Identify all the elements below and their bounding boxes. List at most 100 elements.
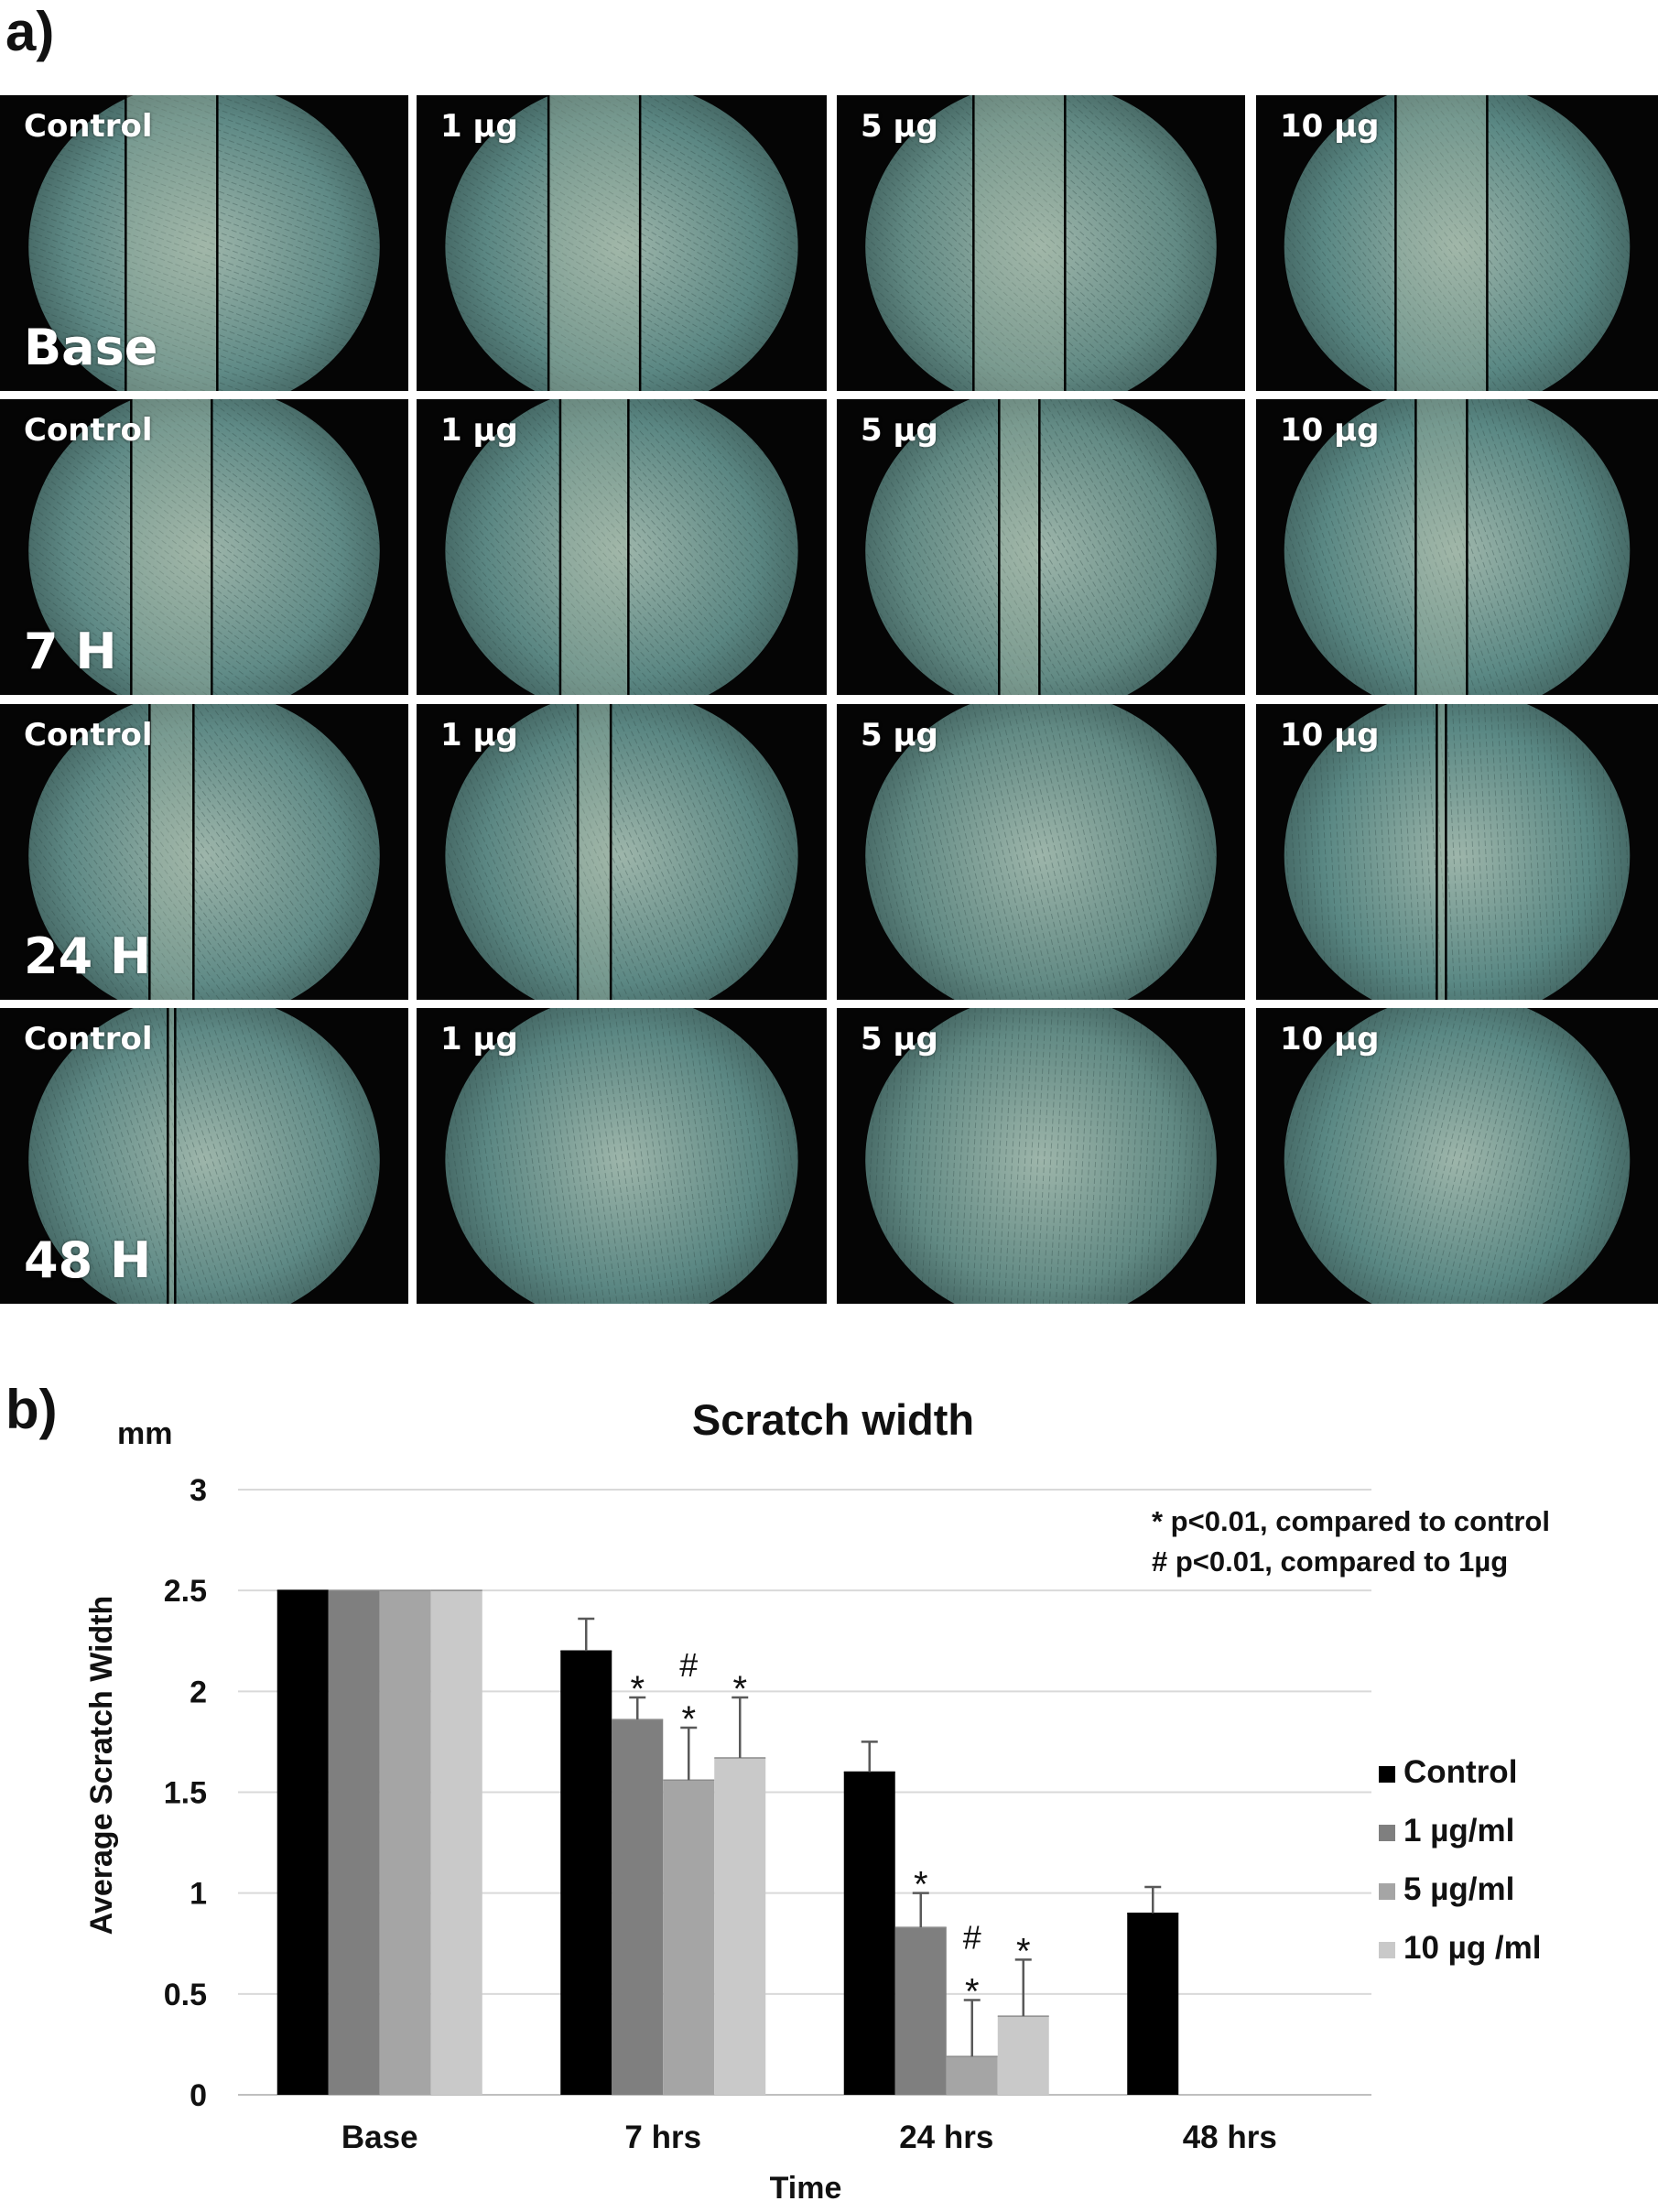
y-unit-label: mm — [117, 1416, 172, 1451]
bar — [997, 2016, 1049, 2095]
micrograph-cell: 5 µg — [837, 95, 1245, 391]
scratch-gap — [999, 399, 1040, 695]
chart-title: Scratch width — [692, 1395, 974, 1444]
y-tick-label: 2 — [190, 1675, 207, 1709]
scratch-gap — [1436, 704, 1447, 1000]
dose-label: 5 µg — [861, 108, 938, 145]
dose-label: 1 µg — [440, 717, 518, 754]
significance-hash: # — [679, 1646, 698, 1684]
micrograph-cell: 5 µg — [837, 1008, 1245, 1304]
bar — [612, 1719, 664, 2095]
y-tick-label: 3 — [190, 1473, 207, 1508]
dose-label: Control — [24, 717, 153, 754]
cell-texture — [28, 1008, 380, 1304]
dose-label: 1 µg — [440, 108, 518, 145]
bar — [946, 2056, 998, 2095]
scratch-gap — [131, 399, 212, 695]
cell-texture — [28, 95, 380, 391]
micrograph-cell: Control 7 H — [0, 399, 408, 695]
panel-b-label: b) — [5, 1379, 58, 1440]
micrograph-image — [865, 399, 1217, 695]
x-tick-label: Base — [341, 2120, 418, 2155]
x-axis-title: Time — [770, 2171, 842, 2206]
dose-label: Control — [24, 1021, 153, 1057]
dose-label: 10 µg — [1280, 1021, 1380, 1057]
micrograph-image — [445, 399, 798, 695]
significance-star: * — [965, 1971, 980, 2011]
time-point-label: 24 H — [24, 927, 152, 985]
y-tick-label: 2.5 — [164, 1574, 207, 1609]
dose-label: Control — [24, 412, 153, 449]
bar — [560, 1651, 612, 2095]
micrograph-image — [445, 704, 798, 1000]
micrograph-cell: 1 µg — [417, 704, 827, 1000]
cell-texture — [865, 1008, 1217, 1304]
micrograph-image — [28, 95, 380, 391]
bar — [328, 1590, 380, 2095]
cell-texture — [1284, 95, 1631, 391]
cell-texture — [865, 704, 1217, 1000]
cell-texture — [445, 1008, 798, 1304]
legend: Control 1 µg/ml 5 µg/ml 10 µg /ml — [1379, 1754, 1542, 1966]
dose-label: 1 µg — [440, 1021, 518, 1057]
micrograph-cell: Control Base — [0, 95, 408, 391]
micrograph-image — [865, 704, 1217, 1000]
legend-label: Control — [1403, 1754, 1517, 1790]
dose-label: 5 µg — [861, 412, 938, 449]
panel-a-label: a) — [5, 1, 55, 62]
legend-swatch — [1379, 1766, 1395, 1783]
legend-label: 1 µg/ml — [1403, 1813, 1514, 1849]
y-tick-label: 1.5 — [164, 1776, 207, 1811]
scratch-gap — [973, 95, 1066, 391]
micrograph-image — [28, 704, 380, 1000]
micrograph-cell: Control 24 H — [0, 704, 408, 1000]
bar — [276, 1590, 329, 2095]
y-tick-label: 0 — [190, 2078, 207, 2113]
micrograph-cell: 1 µg — [417, 1008, 827, 1304]
micrograph-cell: 1 µg — [417, 95, 827, 391]
significance-note-control: * p<0.01, compared to control — [1152, 1505, 1550, 1537]
x-tick-label: 24 hrs — [899, 2120, 993, 2155]
cell-texture — [1284, 704, 1631, 1000]
legend-swatch — [1379, 1942, 1395, 1958]
significance-star: * — [630, 1669, 645, 1709]
cell-texture — [445, 95, 798, 391]
micrograph-image — [445, 95, 798, 391]
scratch-gap — [1415, 399, 1468, 695]
significance-hash: # — [963, 1918, 981, 1956]
significance-note-1ug: # p<0.01, compared to 1µg — [1152, 1545, 1508, 1578]
bar — [1127, 1913, 1179, 2095]
dose-label: 10 µg — [1280, 717, 1380, 754]
dose-label: 10 µg — [1280, 108, 1380, 145]
significance-star: * — [732, 1669, 747, 1709]
cell-texture — [865, 95, 1217, 391]
time-point-label: 7 H — [24, 623, 117, 680]
significance-star: * — [914, 1865, 928, 1905]
cell-texture — [445, 399, 798, 695]
y-axis-title: Average Scratch Width — [84, 1596, 119, 1936]
bar — [379, 1590, 431, 2095]
micrograph-image — [865, 1008, 1217, 1304]
significance-star: * — [1016, 1931, 1031, 1971]
dose-label: 1 µg — [440, 412, 518, 449]
legend-label: 5 µg/ml — [1403, 1871, 1514, 1907]
bar — [843, 1772, 895, 2095]
cell-texture — [28, 704, 380, 1000]
bar — [894, 1927, 947, 2095]
micrograph-image — [1284, 95, 1631, 391]
bar — [430, 1590, 482, 2095]
cell-texture — [1284, 399, 1631, 695]
micrograph-image — [28, 1008, 380, 1304]
cell-texture — [865, 399, 1217, 695]
scratch-width-chart: Scratch width mm Average Scratch Width T… — [84, 1395, 1550, 2206]
legend-swatch — [1379, 1883, 1395, 1900]
dose-label: Control — [24, 108, 153, 145]
scratch-gap — [559, 399, 629, 695]
cell-texture — [445, 704, 798, 1000]
bar — [663, 1780, 715, 2095]
scratch-gap — [578, 704, 612, 1000]
x-tick-label: 7 hrs — [624, 2120, 701, 2155]
time-point-label: 48 H — [24, 1231, 152, 1289]
legend-swatch — [1379, 1825, 1395, 1841]
cell-texture — [28, 399, 380, 695]
